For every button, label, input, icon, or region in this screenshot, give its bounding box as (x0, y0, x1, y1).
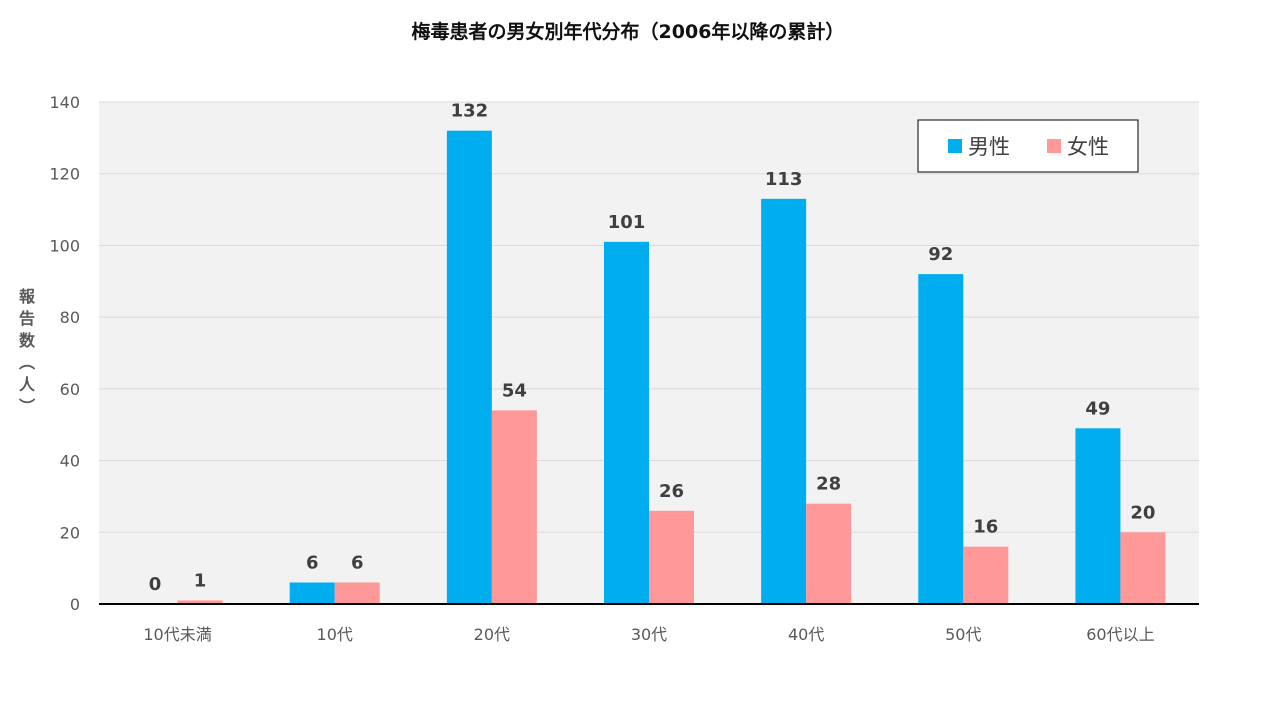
x-tick-label: 30代 (631, 625, 667, 644)
data-label: 49 (1085, 398, 1110, 419)
y-axis-label-char: 人 (19, 375, 36, 394)
data-label: 92 (928, 244, 953, 265)
chart-title: 梅毒患者の男女別年代分布（2006年以降の累計） (412, 20, 845, 43)
y-tick-label: 100 (49, 236, 80, 255)
bar-female (649, 510, 694, 604)
bar-male (446, 130, 492, 604)
data-label: 0 (149, 574, 162, 595)
x-tick-label: 10代未満 (143, 625, 211, 644)
y-axis-label-char: （ (17, 354, 36, 370)
y-axis-label-char: 告 (19, 309, 35, 328)
y-tick-label: 40 (60, 452, 80, 471)
y-axis-ticks: 0 20 40 60 80 100 120 140 (49, 93, 80, 614)
x-tick-label: 20代 (474, 625, 510, 644)
legend-swatch-female (1047, 139, 1061, 153)
y-tick-label: 120 (49, 165, 80, 184)
x-tick-label: 40代 (788, 625, 824, 644)
y-tick-label: 20 (60, 523, 80, 542)
bar-male (761, 198, 807, 605)
bars (177, 130, 1166, 605)
bar-male (1075, 428, 1121, 604)
bar-female (963, 546, 1009, 604)
data-label: 101 (608, 212, 646, 233)
y-axis-label-char: ） (17, 398, 36, 414)
legend-label-male: 男性 (968, 135, 1010, 159)
bar-male (918, 274, 964, 604)
y-axis-label-char: 数 (19, 331, 36, 350)
bar-female (334, 582, 380, 604)
y-axis-label-char: 報 (19, 287, 36, 306)
bar-female (1120, 532, 1166, 604)
bar-female (491, 410, 537, 604)
bar-female (806, 503, 852, 604)
data-label: 113 (765, 169, 803, 190)
x-tick-label: 60代以上 (1086, 625, 1154, 644)
y-tick-label: 80 (60, 308, 80, 327)
legend-swatch-male (948, 139, 962, 153)
y-tick-label: 0 (70, 595, 80, 614)
data-label: 6 (351, 552, 364, 573)
y-tick-label: 60 (60, 380, 80, 399)
legend: 男性 女性 (917, 119, 1139, 173)
data-label: 6 (306, 552, 319, 573)
bar-male (604, 241, 649, 605)
data-label: 1 (194, 570, 207, 591)
data-label: 20 (1130, 502, 1155, 523)
data-label: 132 (451, 101, 489, 122)
data-label: 16 (973, 517, 998, 538)
bar-male (289, 582, 335, 604)
y-tick-label: 140 (49, 93, 80, 112)
data-label: 28 (816, 474, 841, 495)
data-label: 54 (502, 380, 527, 401)
x-tick-label: 10代 (317, 625, 353, 644)
data-label: 26 (659, 481, 684, 502)
bar-female (177, 600, 223, 604)
x-tick-label: 50代 (945, 625, 981, 644)
x-axis-categories: 10代未満 10代 20代 30代 40代 50代 60代以上 (143, 625, 1154, 644)
legend-label-female: 女性 (1067, 135, 1109, 159)
y-axis-label: 報告数 （ 人 ） (17, 287, 36, 414)
